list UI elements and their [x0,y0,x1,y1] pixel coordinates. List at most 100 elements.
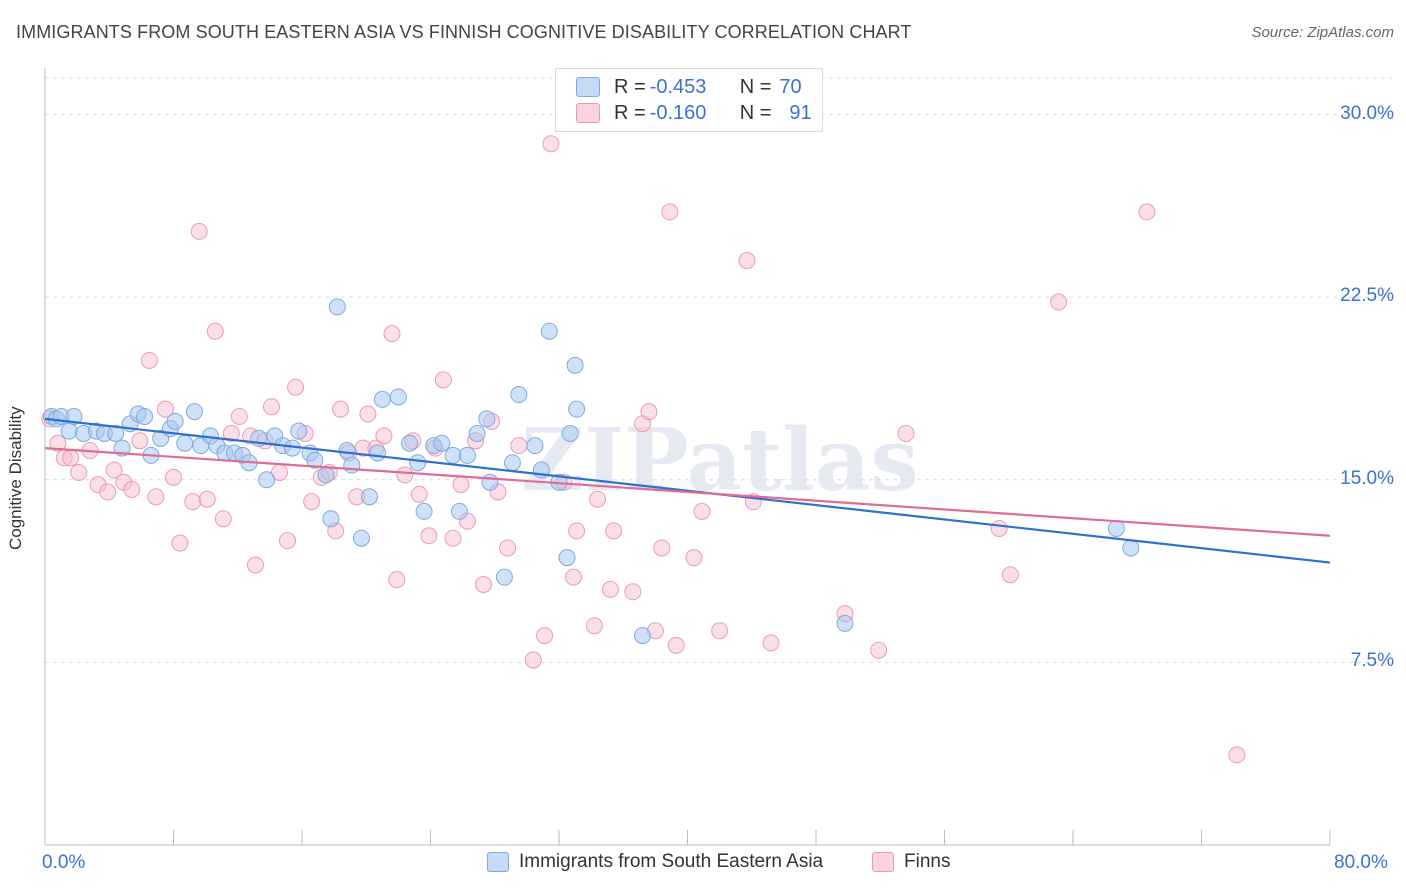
data-point [303,493,321,511]
x-tick-label-max: 80.0% [1334,852,1388,873]
data-point [589,490,607,508]
data-point [568,400,586,418]
watermark: ZIPatlas [521,410,919,511]
n-value: 70 [779,75,802,98]
data-point [222,424,240,442]
trend-line [44,447,1331,537]
data-point [601,580,619,598]
data-point [306,451,324,469]
data-point [661,203,679,221]
data-point [368,444,386,462]
data-point [420,527,438,545]
data-point [176,434,194,452]
data-point [434,371,452,389]
data-point [444,446,462,464]
data-point [1122,539,1140,557]
data-point [136,407,154,425]
data-point [230,407,248,425]
data-point [287,378,305,396]
data-point [184,493,202,511]
y-tick-label: 15.0% [1340,467,1394,489]
n-value: 91 [789,101,812,124]
legend-item-finns[interactable]: Finns [872,851,950,873]
legend-label: Immigrants from South Eastern Asia [519,851,824,872]
data-point [388,571,406,589]
data-point [156,400,174,418]
data-point [60,422,78,440]
n-label: N = [739,75,772,98]
y-axis-label: Cognitive Disability [6,406,25,550]
y-tick-label: 22.5% [1340,285,1394,307]
legend-item-asia[interactable]: Immigrants from South Eastern Asia [487,851,823,873]
data-point [870,641,888,659]
data-point [762,634,780,652]
asia-legend-swatch [487,852,509,872]
data-point [332,400,350,418]
r-value: -0.453 [649,75,707,98]
data-point [450,502,468,520]
data-point [70,463,88,481]
data-point [1107,519,1125,537]
data-point [634,627,652,645]
data-point [206,322,224,340]
data-point [524,651,542,669]
data-point [693,502,711,520]
data-point [897,424,915,442]
data-point [105,461,123,479]
data-point [990,519,1008,537]
data-point [566,356,584,374]
data-point [375,427,393,445]
data-point [389,388,407,406]
legend-label: Finns [904,851,951,872]
data-point [396,466,414,484]
stats-legend: R = -0.453 N = 70 R = -0.160 N = 91 [555,68,823,132]
data-point [561,424,579,442]
data-point [140,351,158,369]
data-point [1138,203,1156,221]
stats-row-asia: R = -0.453 N = 70 [576,75,802,99]
asia-points [42,298,1140,645]
data-point [564,568,582,586]
data-point [338,442,356,460]
data-point [343,456,361,474]
data-point [624,583,642,601]
data-point [409,454,427,472]
data-point [685,549,703,567]
data-point [360,488,378,506]
data-point [317,466,335,484]
data-point [478,410,496,428]
data-point [171,534,189,552]
data-point [49,434,67,452]
data-point [410,485,428,503]
data-point [495,568,513,586]
data-point [99,483,117,501]
data-point [89,476,107,494]
source-label: Source: ZipAtlas.com [1251,24,1394,41]
stats-row-finns: R = -0.160 N = 91 [576,101,812,125]
data-point [653,539,671,557]
data-point [415,502,433,520]
data-point [468,424,486,442]
data-point [147,488,165,506]
r-value: -0.160 [649,101,707,124]
data-point [246,556,264,574]
data-point [185,403,203,421]
data-point [433,434,451,452]
data-point [738,252,756,270]
data-point [558,549,576,567]
data-point [605,522,623,540]
r-label: R = [614,101,646,124]
data-point [503,454,521,472]
data-point [214,510,232,528]
data-point [290,422,308,440]
x-tick-label-min: 0.0% [42,852,86,873]
trend-line [44,417,1331,564]
data-point [481,473,499,491]
data-point [401,434,419,452]
data-point [279,532,297,550]
data-point [452,476,470,494]
data-point [568,522,586,540]
finns-legend-swatch [872,852,894,872]
series-legend: Immigrants from South Eastern Asia Finns [0,851,1406,877]
